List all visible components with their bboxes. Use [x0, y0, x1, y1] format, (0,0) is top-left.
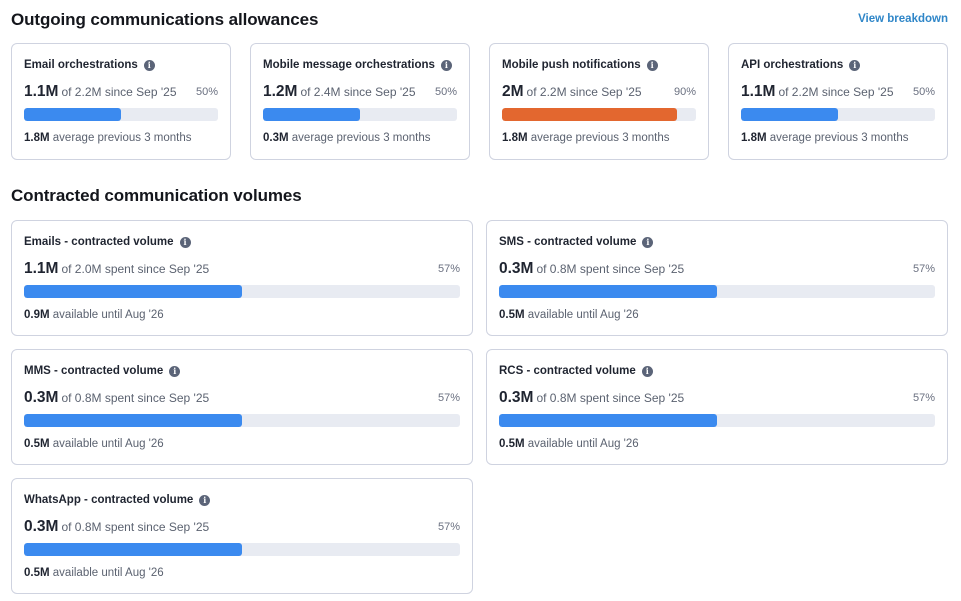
metric-value: 1.1M [24, 260, 59, 277]
contracted-card-whatsapp: WhatsApp - contracted volume i 0.3M of 0.8… [11, 478, 473, 594]
available-value: 0.5M [499, 438, 525, 450]
contracted-card-sms: SMS - contracted volume i 0.3M of 0.8M spe… [486, 220, 948, 336]
percent-label: 57% [437, 392, 460, 404]
available-label: available until Aug '26 [52, 438, 164, 450]
metric-value: 1.1M [741, 83, 776, 100]
metric-detail: of 2.4M since Sep '25 [300, 85, 416, 99]
average-label: average previous 3 months [291, 132, 431, 144]
percent-label: 57% [437, 263, 460, 275]
metric-detail: of 2.2M since Sep '25 [61, 85, 177, 99]
info-icon[interactable]: i [169, 365, 181, 377]
contracted-title: Contracted communication volumes [11, 186, 302, 205]
progress-fill [499, 414, 717, 427]
allowance-card-mobile-push: Mobile push notifications i 2M of 2.2M sin… [489, 43, 709, 160]
info-icon[interactable]: i [199, 494, 211, 506]
info-icon[interactable]: i [179, 236, 191, 248]
available-label: available until Aug '26 [52, 309, 164, 321]
average-label: average previous 3 months [52, 132, 192, 144]
metric-value: 0.3M [24, 389, 59, 406]
progress-track [263, 108, 457, 121]
progress-fill [24, 414, 242, 427]
card-title: MMS - contracted volume [24, 365, 164, 377]
progress-track [24, 414, 460, 427]
percent-label: 50% [912, 86, 935, 98]
view-breakdown-link[interactable]: View breakdown [858, 13, 948, 25]
progress-track [24, 108, 218, 121]
allowance-card-email: Email orchestrations i 1.1M of 2.2M since … [11, 43, 231, 160]
info-icon[interactable]: i [642, 236, 654, 248]
card-title: Mobile push notifications [502, 59, 641, 71]
card-title: SMS - contracted volume [499, 236, 637, 248]
metric-value: 1.1M [24, 83, 59, 100]
metric-detail: of 0.8M spent since Sep '25 [536, 262, 685, 276]
metric-value: 0.3M [499, 389, 534, 406]
average-label: average previous 3 months [769, 132, 909, 144]
available-label: available until Aug '26 [527, 438, 639, 450]
card-title: Mobile message orchestrations [263, 59, 435, 71]
percent-label: 50% [195, 86, 218, 98]
metric-value: 0.3M [499, 260, 534, 277]
available-value: 0.5M [499, 309, 525, 321]
info-icon[interactable]: i [849, 59, 861, 71]
progress-track [24, 285, 460, 298]
info-icon[interactable]: i [440, 59, 452, 71]
available-value: 0.5M [24, 438, 50, 450]
progress-fill-warning [502, 108, 677, 121]
contracted-card-rcs: RCS - contracted volume i 0.3M of 0.8M spe… [486, 349, 948, 465]
progress-track [502, 108, 696, 121]
card-title: Email orchestrations [24, 59, 138, 71]
available-label: available until Aug '26 [52, 567, 164, 579]
progress-track [24, 543, 460, 556]
allowance-card-api: API orchestrations i 1.1M of 2.2M since Se… [728, 43, 948, 160]
average-value: 1.8M [502, 132, 528, 144]
card-title: RCS - contracted volume [499, 365, 636, 377]
percent-label: 90% [673, 86, 696, 98]
available-value: 0.5M [24, 567, 50, 579]
metric-detail: of 2.2M since Sep '25 [526, 85, 642, 99]
metric-detail: of 2.0M spent since Sep '25 [61, 262, 210, 276]
progress-track [499, 414, 935, 427]
info-icon[interactable]: i [646, 59, 658, 71]
available-label: available until Aug '26 [527, 309, 639, 321]
allowances-title: Outgoing communications allowances [11, 10, 319, 29]
average-value: 1.8M [24, 132, 50, 144]
progress-fill [24, 285, 242, 298]
info-icon[interactable]: i [143, 59, 155, 71]
percent-label: 57% [437, 521, 460, 533]
info-icon[interactable]: i [641, 365, 653, 377]
allowance-card-mobile-message: Mobile message orchestrations i 1.2M of 2.… [250, 43, 470, 160]
progress-track [499, 285, 935, 298]
progress-fill [263, 108, 360, 121]
metric-detail: of 2.2M since Sep '25 [778, 85, 894, 99]
progress-fill [741, 108, 838, 121]
progress-track [741, 108, 935, 121]
metric-value: 0.3M [24, 518, 59, 535]
metric-value: 2M [502, 83, 524, 100]
contracted-card-mms: MMS - contracted volume i 0.3M of 0.8M spe… [11, 349, 473, 465]
card-title: API orchestrations [741, 59, 844, 71]
percent-label: 57% [912, 263, 935, 275]
progress-fill [24, 543, 242, 556]
average-value: 1.8M [741, 132, 767, 144]
metric-detail: of 0.8M spent since Sep '25 [536, 391, 685, 405]
metric-value: 1.2M [263, 83, 298, 100]
card-title: Emails - contracted volume [24, 236, 174, 248]
percent-label: 57% [912, 392, 935, 404]
percent-label: 50% [434, 86, 457, 98]
metric-detail: of 0.8M spent since Sep '25 [61, 520, 210, 534]
metric-detail: of 0.8M spent since Sep '25 [61, 391, 210, 405]
contracted-card-emails: Emails - contracted volume i 1.1M of 2.0M … [11, 220, 473, 336]
progress-fill [499, 285, 717, 298]
progress-fill [24, 108, 121, 121]
average-label: average previous 3 months [530, 132, 670, 144]
available-value: 0.9M [24, 309, 50, 321]
average-value: 0.3M [263, 132, 289, 144]
card-title: WhatsApp - contracted volume [24, 494, 194, 506]
